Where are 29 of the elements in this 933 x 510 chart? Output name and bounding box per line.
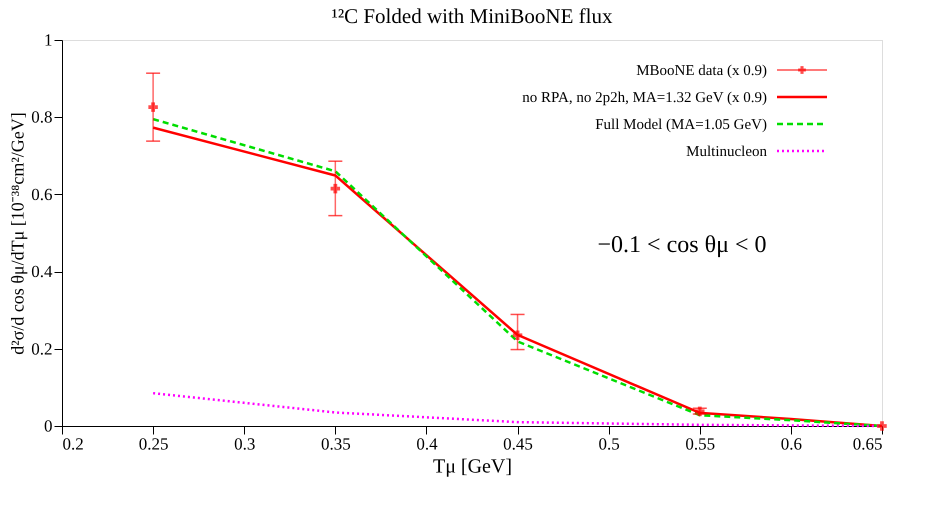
legend-label: no RPA, no 2p2h, MA=1.32 GeV (x 0.9) xyxy=(522,90,767,106)
x-tick-label: 0.6 xyxy=(780,434,802,454)
x-tick-label: 0.25 xyxy=(138,434,168,454)
x-tick-label: 0.55 xyxy=(685,434,716,454)
annotation: −0.1 < cos θμ < 0 xyxy=(598,232,766,258)
x-tick-label: 0.4 xyxy=(416,434,438,454)
x-tick-label: 0.5 xyxy=(598,434,620,454)
chart-title: ¹²C Folded with MiniBooNE flux xyxy=(332,4,613,28)
y-tick-label: 0.8 xyxy=(31,108,52,127)
point xyxy=(330,184,340,194)
x-tick-label: 0.35 xyxy=(320,434,351,454)
y-axis-title: d²σ/d cos θμ/dTμ [10⁻³⁸cm²/GeV] xyxy=(7,112,28,355)
point xyxy=(877,421,887,431)
y-tick-label: 0.2 xyxy=(31,339,52,358)
legend-label: Full Model (MA=1.05 GeV) xyxy=(595,117,767,133)
point xyxy=(512,330,522,340)
point xyxy=(148,102,158,112)
x-tick-label: 0.3 xyxy=(234,434,256,454)
x-tick-label: 0.65 xyxy=(852,434,882,454)
x-tick-label: 0.2 xyxy=(62,434,84,454)
y-tick-label: 0.6 xyxy=(31,184,52,204)
x-tick-label: 0.45 xyxy=(503,434,533,454)
legend-label: Multinucleon xyxy=(686,144,768,160)
y-tick-label: 0 xyxy=(44,416,52,436)
legend-label: MBooNE data (x 0.9) xyxy=(636,63,768,79)
y-tick-label: 0.4 xyxy=(31,262,53,282)
y-tick-label: 1 xyxy=(44,30,52,50)
x-axis-title: Tμ [GeV] xyxy=(432,456,512,478)
point xyxy=(695,406,705,416)
